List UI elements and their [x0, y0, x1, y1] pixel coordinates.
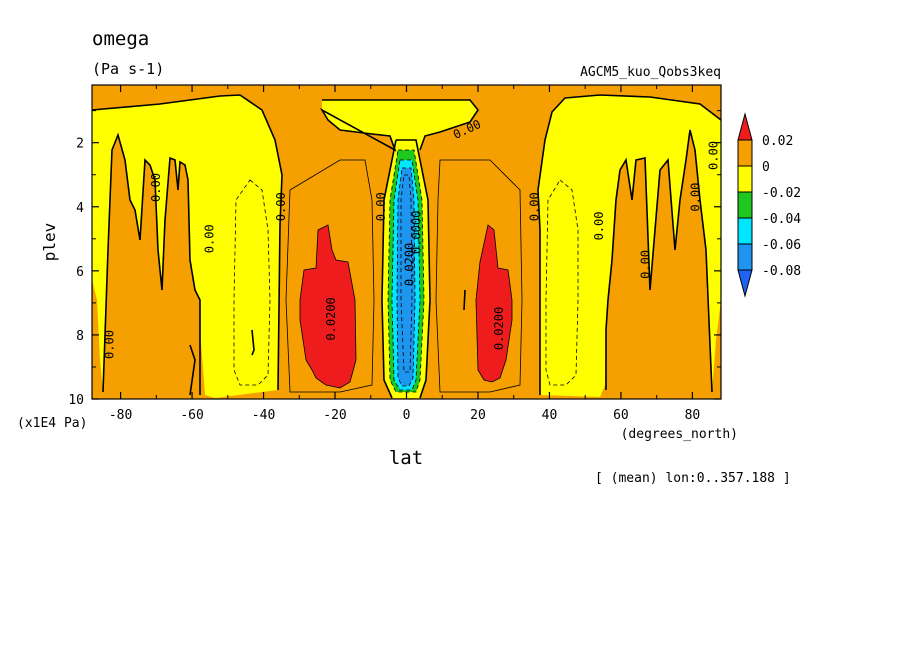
x-tick-label: 20 [470, 408, 486, 423]
contour-lines-zero [92, 94, 721, 399]
plot-area: 0.000.000.000.000.02000.000.000.02000.00… [92, 85, 721, 399]
colorbar-level-label: -0.08 [762, 264, 801, 279]
x-axis-label: lat [389, 447, 423, 469]
chart-title: omega [92, 28, 149, 50]
region-negative-top-cap [322, 100, 478, 150]
colorbar-level-label: -0.06 [762, 238, 801, 253]
contour-label: 0.00 [528, 192, 542, 221]
colorbar: 0.02 0 -0.02 -0.04 -0.06 -0.08 [737, 112, 801, 298]
x-tick-label: 40 [542, 408, 558, 423]
contour-label: 0.00 [102, 330, 116, 359]
contour-label: 0.00 [202, 224, 216, 253]
contour-label: 0.00 [638, 250, 652, 279]
y-axis-units: (x1E4 Pa) [17, 416, 87, 431]
contour-lines-positive [285, 159, 523, 393]
region-negative-north-high-lat [538, 95, 721, 397]
colorbar-level-label: 0 [762, 160, 770, 175]
colorbar-segment [737, 243, 753, 271]
x-tick-label: -60 [180, 408, 203, 423]
contour-label: 0.00 [274, 192, 288, 221]
colorbar-segment [737, 165, 753, 193]
y-axis: 2 4 6 8 10 [68, 110, 721, 408]
mean-note: [ (mean) lon:0..357.188 ] [595, 471, 791, 486]
contour-label: 0.0000 [410, 211, 424, 254]
chart-units: (Pa s-1) [92, 60, 164, 78]
region-central-blue [397, 168, 415, 386]
x-axis: -80 -60 -40 -20 0 20 40 60 80 [109, 85, 700, 423]
y-tick-label: 4 [76, 201, 84, 216]
contour-label: 0.00 [149, 173, 163, 202]
region-positive-south [300, 225, 356, 388]
colorbar-level-label: -0.02 [762, 186, 801, 201]
contour-lines-negative [233, 149, 579, 393]
region-negative-south-high-lat [92, 95, 282, 398]
contour-label: 0.0200 [492, 307, 506, 350]
contour-label: 0.0200 [403, 243, 417, 286]
contour-label: 0.00 [706, 141, 720, 170]
colorbar-level-label: -0.04 [762, 212, 801, 227]
y-tick-label: 2 [76, 137, 84, 152]
contour-label: 0.00 [592, 212, 606, 241]
x-tick-label: 80 [685, 408, 701, 423]
x-tick-label: 0 [403, 408, 411, 423]
x-tick-label: -80 [109, 408, 132, 423]
x-tick-label: -20 [323, 408, 346, 423]
contour-label: 0.00 [688, 183, 702, 212]
colorbar-segment [737, 191, 753, 219]
colorbar-top-arrow [737, 112, 753, 141]
colorbar-level-label: 0.02 [762, 134, 793, 149]
colorbar-segment [737, 217, 753, 245]
y-tick-label: 8 [76, 329, 84, 344]
x-tick-label: -40 [252, 408, 275, 423]
y-axis-label: plev [40, 223, 59, 262]
contour-label: 0.00 [374, 192, 388, 221]
dataset-label: AGCM5_kuo_Qobs3keq [580, 65, 721, 80]
colorbar-segment [737, 139, 753, 167]
x-axis-units: (degrees_north) [621, 427, 738, 442]
y-tick-label: 6 [76, 265, 84, 280]
colorbar-bottom-arrow [737, 269, 753, 298]
contour-label: 0.0200 [324, 297, 338, 340]
x-tick-label: 60 [613, 408, 629, 423]
y-tick-label: 10 [68, 393, 84, 408]
region-positive-north [476, 225, 512, 382]
